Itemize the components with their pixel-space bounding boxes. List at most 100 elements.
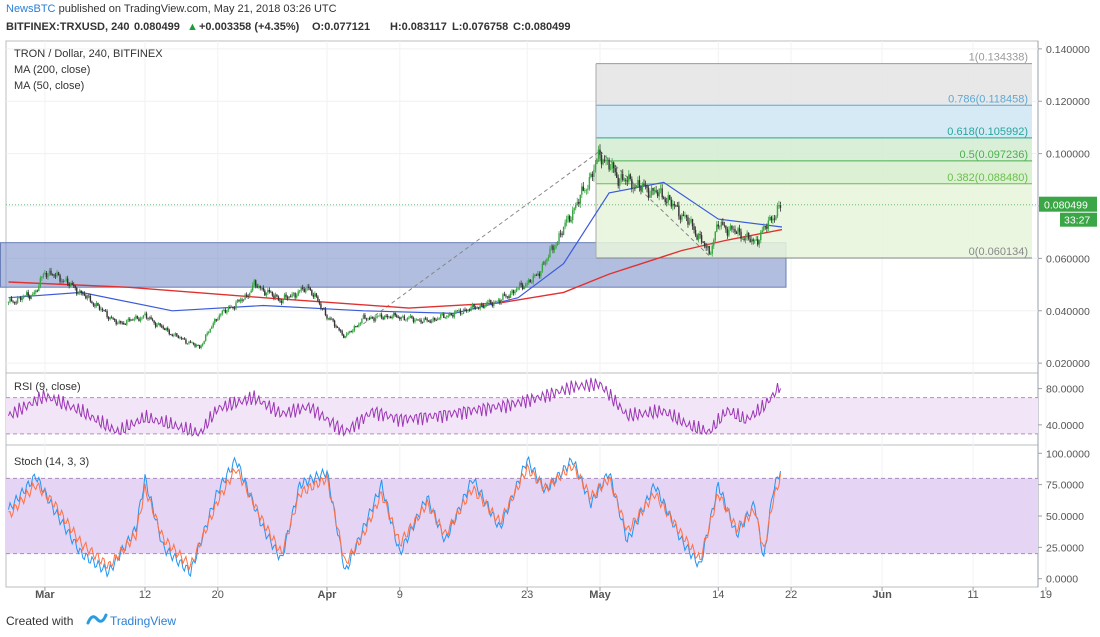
candle-body: [115, 320, 117, 325]
candle-body: [142, 315, 145, 318]
candle-body: [51, 274, 54, 276]
candle-body: [282, 299, 284, 303]
candle-body: [716, 224, 718, 232]
candle-body: [133, 318, 136, 320]
candle-body: [18, 297, 20, 298]
candle-body: [676, 205, 679, 207]
stoch-legend[interactable]: Stoch (14, 3, 3): [14, 456, 90, 468]
candle-body: [412, 317, 415, 322]
ma200-legend[interactable]: MA (200, close): [14, 64, 91, 76]
fib-trend-line: [599, 150, 710, 257]
candle-body: [144, 313, 146, 316]
candle-body: [117, 323, 119, 325]
candle-body: [289, 296, 292, 298]
candle-body: [476, 308, 478, 309]
candle-body: [521, 284, 524, 290]
candle-body: [587, 188, 589, 190]
candle-body: [637, 180, 639, 186]
candle-body: [124, 324, 126, 325]
candle-body: [396, 315, 398, 318]
candle-body: [582, 186, 585, 191]
ma50-legend[interactable]: MA (50, close): [14, 80, 85, 92]
candle-body: [602, 159, 604, 165]
candle-body: [456, 310, 459, 312]
rsi-tick-label: 40.0000: [1046, 420, 1084, 432]
candle-body: [320, 303, 322, 309]
candle-body: [327, 318, 330, 320]
candle-body: [552, 245, 554, 251]
candle-body: [468, 309, 471, 311]
candle-body: [60, 280, 63, 282]
candle-body: [435, 319, 437, 321]
stoch-tick-label: 25.0000: [1046, 542, 1084, 554]
candle-body: [88, 295, 90, 297]
candle-body: [192, 342, 195, 345]
time-tick-label: 11: [967, 589, 978, 601]
candle-body: [110, 317, 113, 319]
tradingview-logo-icon[interactable]: [86, 611, 108, 630]
candle-body: [581, 186, 583, 195]
candle-body: [663, 197, 665, 199]
candle-body: [459, 310, 462, 314]
rsi-legend[interactable]: RSI (9, close): [14, 381, 81, 393]
countdown-badge: [1060, 212, 1097, 227]
fib-level-label: 0.786(0.118458): [948, 93, 1028, 105]
candle-body: [722, 221, 724, 225]
candle-body: [432, 317, 434, 321]
candle-body: [174, 333, 177, 336]
candle-body: [691, 219, 694, 227]
candle-body: [555, 245, 557, 248]
candle-body: [612, 162, 615, 169]
candle-body: [371, 316, 374, 318]
candle-body: [261, 287, 263, 289]
fib-level-label: 0(0.060134): [969, 246, 1028, 258]
candle-body: [770, 216, 773, 221]
candle-body: [479, 304, 481, 309]
candle-body: [285, 294, 287, 297]
candle-body: [778, 204, 780, 206]
candle-body: [283, 294, 286, 300]
time-tick-label: 12: [139, 589, 151, 601]
candle-body: [697, 234, 700, 240]
candle-body: [740, 231, 742, 239]
publish-header: NewsBTC published on TradingView.com, Ma…: [0, 0, 1100, 18]
candle-body: [549, 248, 551, 258]
candle-body: [467, 309, 469, 311]
candle-body: [94, 305, 96, 307]
candle-body: [505, 295, 507, 297]
candle-body: [22, 296, 25, 298]
price-tick-label: 0.140000: [1046, 44, 1090, 56]
candle-body: [411, 315, 413, 318]
candle-body: [170, 334, 172, 335]
candle-body: [13, 302, 16, 303]
candle-body: [764, 226, 767, 227]
stoch-tick-label: 75.0000: [1046, 480, 1084, 492]
chart-canvas[interactable]: 0(0.060134) 0.382(0.088480) 0.5(0.097236) 0…: [0, 36, 1100, 604]
candle-body: [388, 316, 390, 318]
stoch-d-line: [8, 462, 781, 572]
candle-body: [682, 214, 685, 217]
candle-body: [365, 318, 368, 320]
candle-body: [295, 295, 298, 298]
candle-body: [646, 185, 648, 188]
time-tick-label: 23: [521, 589, 533, 601]
fib-level-label: 0.382(0.088480): [947, 172, 1028, 184]
author-link[interactable]: NewsBTC: [6, 3, 56, 15]
candle-body: [688, 221, 691, 225]
candle-body: [647, 187, 650, 198]
candle-body: [344, 336, 346, 338]
tradingview-link[interactable]: TradingView: [110, 614, 177, 628]
candle-body: [496, 301, 498, 303]
price-badge-layer: 0.080499 33:27: [6, 196, 1097, 227]
candle-body: [427, 320, 430, 322]
candle-body: [515, 289, 518, 292]
close-value: C:0.080499: [513, 21, 571, 33]
candle-body: [326, 315, 328, 319]
candle-body: [414, 320, 416, 322]
candle-body: [603, 159, 606, 161]
candle-body: [229, 307, 231, 308]
candle-body: [323, 308, 325, 310]
candle-body: [681, 214, 683, 220]
candle-body: [658, 189, 660, 197]
candle-body: [470, 306, 472, 311]
